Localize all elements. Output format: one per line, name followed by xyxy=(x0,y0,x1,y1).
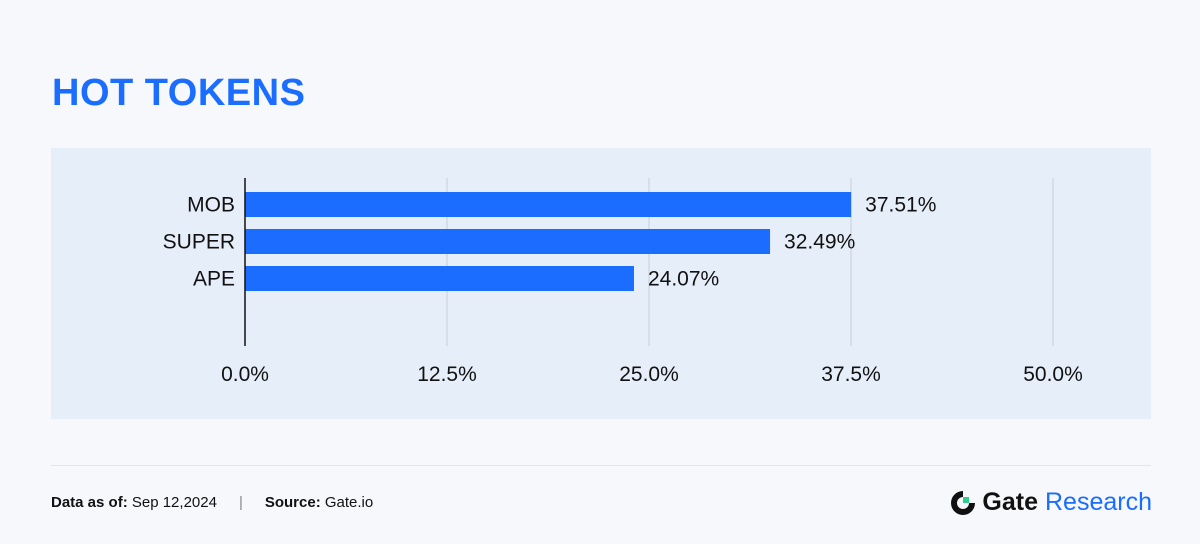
x-tick-label: 0.0% xyxy=(221,363,269,386)
brand-suffix: Research xyxy=(1045,488,1152,516)
value-label: 32.49% xyxy=(784,231,855,254)
category-label: APE xyxy=(193,268,235,291)
bar-mob xyxy=(245,192,852,217)
brand-name: Gate xyxy=(982,488,1038,516)
footer-separator: | xyxy=(238,494,243,511)
category-label: SUPER xyxy=(163,231,235,254)
bar-ape xyxy=(245,266,634,291)
value-label: 24.07% xyxy=(648,268,719,291)
chart-title: HOT TOKENS xyxy=(52,72,306,114)
source-label: Source: xyxy=(264,494,321,511)
date-label: Data as of: xyxy=(51,494,128,511)
x-tick-label: 25.0% xyxy=(619,363,679,386)
footer: Data as of: Sep 12,2024 | Source: Gate.i… xyxy=(51,494,373,511)
x-tick-label: 37.5% xyxy=(821,363,881,386)
date-value: Sep 12,2024 xyxy=(131,494,217,511)
category-label: MOB xyxy=(187,194,235,217)
bar-super xyxy=(245,229,771,254)
value-label: 37.51% xyxy=(865,194,936,217)
footer-divider xyxy=(51,465,1151,466)
gate-logo-icon xyxy=(951,490,976,515)
brand-logo: Gate Research xyxy=(949,488,1152,517)
source-value: Gate.io xyxy=(324,494,374,511)
chart-panel: MOB 37.51% SUPER 32.49% APE 24.07% 0.0% 12.5% 25… xyxy=(51,148,1151,419)
x-tick-label: 50.0% xyxy=(1023,363,1083,386)
x-tick-label: 12.5% xyxy=(417,363,477,386)
bar-chart: MOB 37.51% SUPER 32.49% APE 24.07% 0.0% 12.5% 25… xyxy=(163,178,1083,386)
